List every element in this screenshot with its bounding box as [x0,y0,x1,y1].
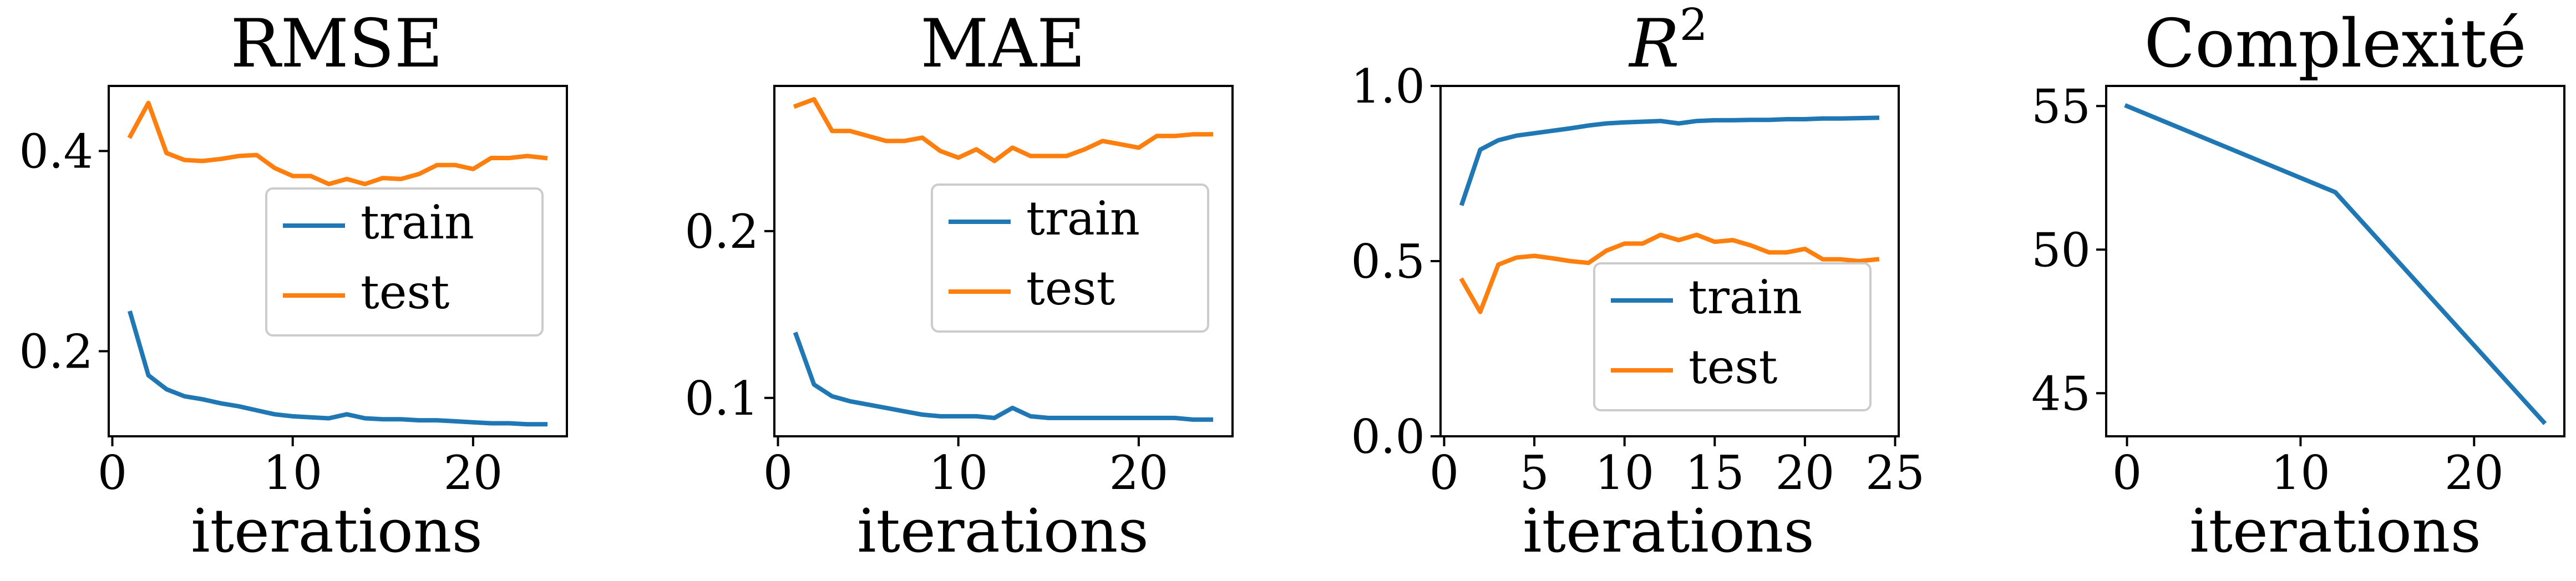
axes-frame [2105,85,2565,437]
subplot-title: MAE [920,6,1085,83]
subplot-complexite: Complexité 0 10 20 45 50 55 iterations [2031,6,2565,566]
x-axis-label: iterations [191,497,483,566]
subplot-title: Complexité [2144,6,2526,83]
series-line-train [128,310,547,427]
series-line-train [793,332,1213,422]
series-layer [1459,115,1880,314]
x-tick-label: 0 [98,446,127,500]
axes-frame [1439,85,1900,437]
legend-label-train: train [1026,191,1140,246]
x-tick-label: 10 [1595,446,1654,500]
y-tick-label: 0.4 [19,124,93,179]
subplot-r2: R2 0 5 10 15 20 25 0.0 0.5 1.0 train test itera… [1351,0,1925,566]
subplot-title: RMSE [230,6,443,83]
series-layer [127,100,548,427]
y-ticks: 0.2 0.4 [19,124,109,379]
x-tick-label: 15 [1685,446,1745,500]
legend-label-test: test [361,265,450,319]
x-tick-label: 20 [2445,446,2504,500]
subplot-title-exponent: 2 [1680,0,1708,50]
y-tick-label: 45 [2031,366,2091,421]
x-axis-label: iterations [2189,497,2481,566]
y-ticks: 0.0 0.5 1.0 [1351,59,1441,464]
x-tick-label: 10 [263,446,322,500]
subplot-title-base: R [1628,6,1679,83]
x-ticks: 0 10 20 [763,436,1168,500]
series-line-test [793,97,1213,164]
y-tick-label: 0.5 [1351,235,1425,289]
x-ticks: 0 10 20 [2112,436,2504,500]
legend-label-train: train [1688,270,1802,324]
x-tick-label: 20 [1775,446,1834,500]
y-tick-label: 55 [2031,79,2091,134]
legend-label-train: train [361,195,474,249]
y-tick-label: 0.0 [1351,410,1425,464]
y-tick-label: 0.2 [684,205,759,259]
y-tick-label: 0.2 [19,325,93,379]
y-ticks: 45 50 55 [2031,79,2106,421]
x-axis-label: iterations [857,497,1149,566]
series-line-test [1459,232,1880,314]
x-tick-label: 0 [763,446,793,500]
x-tick-label: 0 [2112,446,2142,500]
y-tick-label: 0.1 [684,371,759,426]
series-layer [2124,103,2547,425]
x-tick-label: 20 [1109,446,1168,500]
x-tick-label: 10 [929,446,988,500]
x-tick-label: 0 [1429,446,1459,500]
subplot-rmse: RMSE 0 10 20 0.2 0.4 train test iterations [19,6,568,566]
x-tick-label: 5 [1519,446,1549,500]
legend-label-test: test [1688,340,1778,394]
x-axis-label: iterations [1523,497,1814,566]
legend: train test [265,187,544,337]
subplot-mae: MAE 0 10 20 0.1 0.2 train test iterations [684,6,1234,566]
subplot-title: R2 [1628,0,1707,83]
series-line [2124,103,2547,425]
legend: train test [931,184,1209,333]
series-line-train [1459,115,1880,206]
x-ticks: 0 10 20 [98,436,503,500]
y-tick-label: 50 [2031,223,2091,277]
axes-frame [108,85,568,437]
series-layer [793,97,1213,422]
x-ticks: 0 5 10 15 20 25 [1429,436,1925,500]
series-line-test [127,100,548,186]
legend-label-test: test [1026,261,1115,315]
x-tick-label: 10 [2271,446,2330,500]
x-tick-label: 20 [443,446,503,500]
y-ticks: 0.1 0.2 [684,205,774,426]
x-tick-label: 25 [1865,446,1925,500]
axes-frame [773,85,1234,437]
legend: train test [1593,262,1872,411]
y-tick-label: 1.0 [1351,59,1425,114]
